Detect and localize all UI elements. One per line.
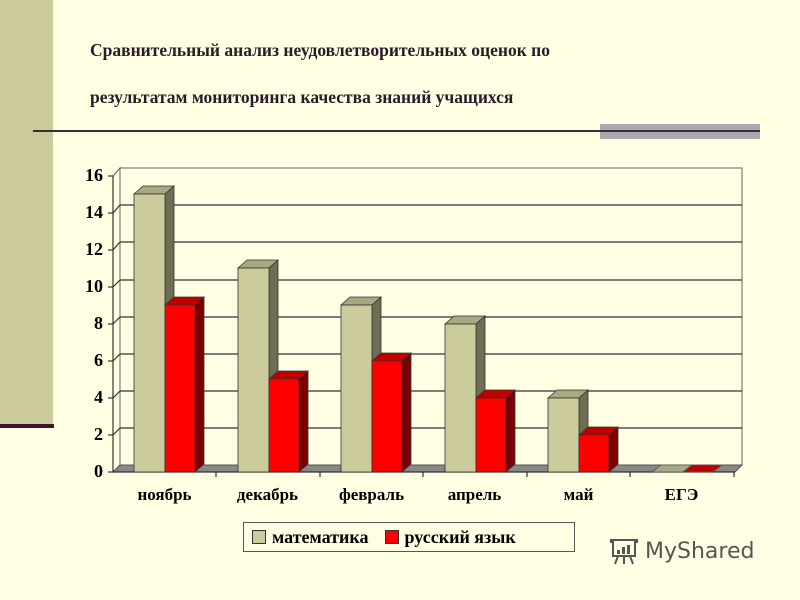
chart-floor: [111, 464, 744, 473]
gridlines: [112, 204, 742, 436]
series-russian: [163, 296, 724, 473]
title-divider: [33, 130, 760, 132]
legend-label-russian: русский язык: [404, 526, 516, 547]
legend-swatch-math: [252, 530, 266, 544]
x-category-label: декабрь: [236, 485, 299, 504]
x-category-label: апрель: [447, 485, 502, 504]
y-tick-label: 10: [85, 276, 103, 296]
y-tick-label: 14: [85, 202, 103, 222]
x-axis: [113, 471, 735, 477]
x-category-label: ноябрь: [137, 485, 192, 504]
slide-title-line-2: результатам мониторинга качества знаний …: [90, 87, 514, 107]
x-category-label: ЕГЭ: [664, 485, 699, 504]
legend-swatch-russian: [384, 530, 399, 544]
watermark-text: MyShared: [645, 538, 755, 564]
slide-title-line-1: Сравнительный анализ неудовлетворительны…: [90, 40, 550, 60]
title-divider-over-accent: [600, 130, 760, 132]
y-tick-label: 8: [94, 313, 103, 333]
presentation-board-icon: [610, 539, 638, 565]
watermark: MyShared: [607, 536, 754, 566]
sidebar-accent-bar: [0, 424, 54, 428]
y-tick-label: 2: [94, 424, 103, 444]
chart-legend: математика русский язык: [243, 522, 575, 552]
slide-sidebar-decoration: [0, 0, 53, 425]
y-tick-label: 6: [94, 350, 103, 370]
x-category-label: февраль: [338, 485, 405, 504]
y-tick-label: 16: [85, 165, 103, 185]
x-category-label: май: [563, 485, 594, 504]
legend-label-math: математика: [272, 526, 369, 547]
y-tick-label: 4: [94, 387, 103, 407]
y-tick-label: 0: [94, 461, 103, 481]
y-tick-label: 12: [85, 239, 103, 259]
